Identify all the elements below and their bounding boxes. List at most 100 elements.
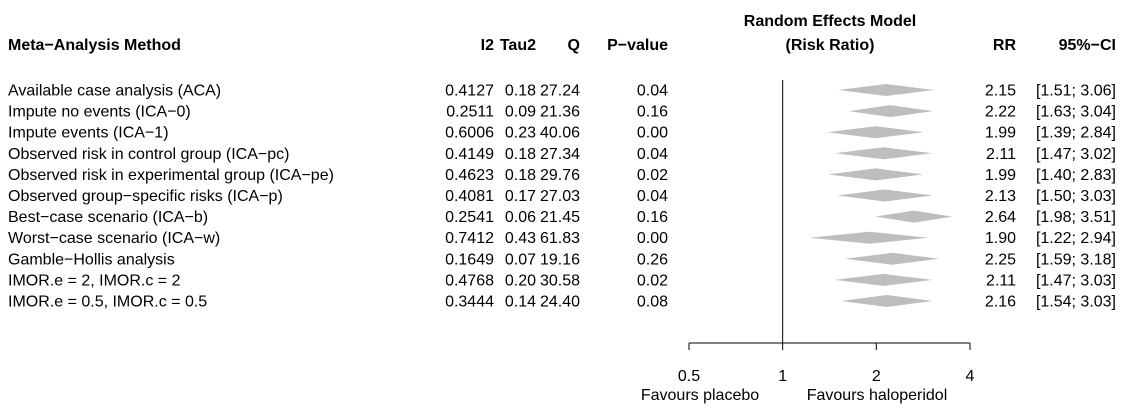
row-i2: 0.7412 xyxy=(445,230,494,247)
row-i2: 0.4081 xyxy=(445,188,494,205)
row-rr: 1.90 xyxy=(985,230,1016,247)
row-rr: 2.16 xyxy=(985,294,1016,311)
table-row: Worst−case scenario (ICA−w) 0.7412 0.43 61.… xyxy=(8,230,1116,247)
row-pvalue: 0.00 xyxy=(637,230,668,247)
row-label: IMOR.e = 2, IMOR.c = 2 xyxy=(8,272,181,289)
row-tau2: 0.09 xyxy=(505,104,536,121)
favours-left-label: Favours placebo xyxy=(641,387,759,404)
header-tau2: Tau2 xyxy=(500,37,536,54)
row-tau2: 0.23 xyxy=(505,125,536,142)
row-label: Observed risk in experimental group (ICA… xyxy=(8,167,334,184)
x-tick-label: 0.5 xyxy=(678,368,700,385)
row-i2: 0.4768 xyxy=(445,272,494,289)
row-pvalue: 0.26 xyxy=(637,251,668,268)
row-ci: [1.54; 3.03] xyxy=(1036,294,1116,311)
effect-diamond xyxy=(874,210,953,223)
effect-diamond xyxy=(848,105,933,118)
row-ci: [1.22; 2.94] xyxy=(1036,230,1116,247)
favours-right-label: Favours haloperidol xyxy=(807,387,948,404)
table-row: Gamble−Hollis analysis 0.1649 0.07 19.16 0.2… xyxy=(8,251,1116,268)
row-ci: [1.40; 2.83] xyxy=(1036,167,1116,184)
row-q: 27.24 xyxy=(540,83,580,100)
table-row: IMOR.e = 2, IMOR.c = 2 0.4768 0.20 30.58 0.0… xyxy=(8,272,1116,289)
x-tick-label: 2 xyxy=(872,368,881,385)
row-rr: 2.22 xyxy=(985,104,1016,121)
row-label: Worst−case scenario (ICA−w) xyxy=(8,230,220,247)
table-row: Observed risk in experimental group (ICA… xyxy=(8,167,1116,184)
row-i2: 0.3444 xyxy=(445,294,494,311)
row-label: Observed risk in control group (ICA−pc) xyxy=(8,146,289,163)
row-rr: 2.64 xyxy=(985,209,1016,226)
effect-diamond xyxy=(841,295,933,307)
row-ci: [1.50; 3.03] xyxy=(1036,188,1116,205)
row-ci: [1.51; 3.06] xyxy=(1036,83,1116,100)
row-i2: 0.4127 xyxy=(445,83,494,100)
row-q: 27.03 xyxy=(540,188,580,205)
table-row: Observed risk in control group (ICA−pc) 0… xyxy=(8,146,1116,163)
header-pvalue: P−value xyxy=(607,37,668,54)
row-q: 21.36 xyxy=(540,104,580,121)
row-pvalue: 0.02 xyxy=(637,272,668,289)
header-rr: RR xyxy=(993,37,1017,54)
header-method: Meta−Analysis Method xyxy=(8,37,181,54)
header-row: Meta−Analysis Method I2 Tau2 Q P−value R… xyxy=(8,13,1116,54)
row-ci: [1.98; 3.51] xyxy=(1036,209,1116,226)
header-i2: I2 xyxy=(481,37,494,54)
row-label: Gamble−Hollis analysis xyxy=(8,251,175,268)
table-row: Impute no events (ICA−0) 0.2511 0.09 21.36 0… xyxy=(8,104,1116,121)
row-ci: [1.59; 3.18] xyxy=(1036,251,1116,268)
row-pvalue: 0.08 xyxy=(637,294,668,311)
row-rr: 2.11 xyxy=(986,272,1016,289)
row-ci: [1.39; 2.84] xyxy=(1036,125,1116,142)
header-ci: 95%−CI xyxy=(1059,37,1116,54)
row-i2: 0.2511 xyxy=(446,104,494,121)
row-label: Impute events (ICA−1) xyxy=(8,125,169,142)
row-q: 40.06 xyxy=(540,125,580,142)
row-q: 21.45 xyxy=(540,209,580,226)
row-label: Observed group−specific risks (ICA−p) xyxy=(8,188,283,205)
row-i2: 0.4623 xyxy=(445,167,494,184)
row-q: 61.83 xyxy=(540,230,580,247)
row-q: 24.40 xyxy=(540,294,580,311)
row-rr: 2.15 xyxy=(985,83,1016,100)
row-tau2: 0.07 xyxy=(505,251,536,268)
row-rr: 1.99 xyxy=(985,125,1016,142)
row-pvalue: 0.04 xyxy=(637,188,668,205)
row-pvalue: 0.04 xyxy=(637,146,668,163)
effect-diamond xyxy=(834,273,933,286)
header-model-line2: (Risk Ratio) xyxy=(786,37,875,54)
row-i2: 0.2541 xyxy=(445,209,494,226)
row-pvalue: 0.04 xyxy=(637,83,668,100)
header-q: Q xyxy=(568,37,580,54)
row-i2: 0.1649 xyxy=(445,251,494,268)
row-tau2: 0.43 xyxy=(505,230,536,247)
row-pvalue: 0.00 xyxy=(637,125,668,142)
row-label: Best−case scenario (ICA−b) xyxy=(8,209,208,226)
row-rr: 1.99 xyxy=(985,167,1016,184)
x-tick-label: 1 xyxy=(778,368,787,385)
row-ci: [1.63; 3.04] xyxy=(1036,104,1116,121)
row-i2: 0.4149 xyxy=(445,146,494,163)
row-label: Available case analysis (ACA) xyxy=(8,83,221,100)
effect-diamond xyxy=(827,126,924,139)
effect-diamond xyxy=(828,168,924,181)
row-ci: [1.47; 3.02] xyxy=(1036,146,1116,163)
row-q: 29.76 xyxy=(540,167,580,184)
row-rr: 2.13 xyxy=(985,188,1016,205)
diamonds xyxy=(809,84,953,307)
table-row: Available case analysis (ACA) 0.4127 0.18 2… xyxy=(8,83,1116,100)
effect-diamond xyxy=(838,84,934,96)
row-tau2: 0.20 xyxy=(505,272,536,289)
row-pvalue: 0.16 xyxy=(637,104,668,121)
study-rows: Available case analysis (ACA) 0.4127 0.18 2… xyxy=(8,83,1116,311)
x-axis: 0.5 1 2 4 xyxy=(678,80,975,385)
row-label: Impute no events (ICA−0) xyxy=(8,104,191,121)
table-row: Best−case scenario (ICA−b) 0.2541 0.06 21.4… xyxy=(8,209,1116,226)
table-row: Observed group−specific risks (ICA−p) 0.4… xyxy=(8,188,1116,205)
row-q: 27.34 xyxy=(540,146,580,163)
row-ci: [1.47; 3.03] xyxy=(1036,272,1116,289)
table-row: IMOR.e = 0.5, IMOR.c = 0.5 0.3444 0.14 24.4… xyxy=(8,294,1116,311)
row-rr: 2.11 xyxy=(986,146,1016,163)
